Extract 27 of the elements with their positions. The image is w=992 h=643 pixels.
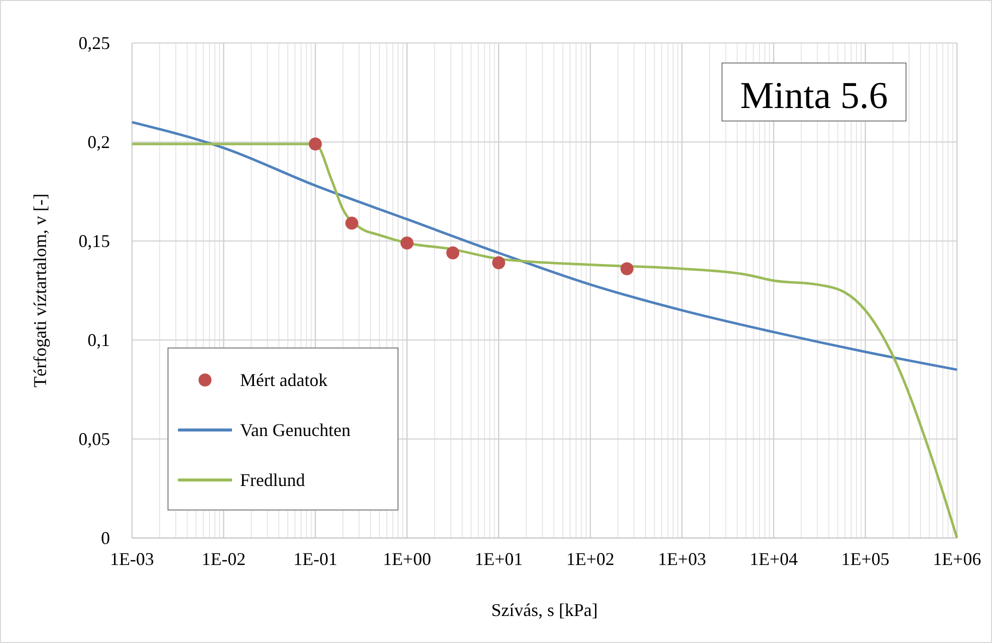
point [492,256,506,270]
annotation: Minta 5.6 [740,75,888,117]
y-tick-label: 0,2 [88,132,110,152]
y-axis-title: Térfogati víztartalom, v [-] [30,194,50,388]
y-tick-label: 0,15 [78,231,110,251]
point [400,236,414,250]
legend-label: Mért adatok [240,370,328,390]
x-tick-label: 1E-02 [202,549,246,569]
x-tick-label: 1E+01 [474,549,523,569]
x-tick-label: 1E+03 [658,549,706,569]
x-tick-label: 1E-01 [293,549,338,569]
x-tick-label: 1E+00 [382,549,432,569]
legend-label: Van Genuchten [240,420,350,440]
x-axis-title: Szívás, s [kPa] [491,600,598,620]
x-tick-label: 1E-03 [110,549,154,569]
y-tick-label: 0,1 [88,330,110,350]
line-series [130,120,958,371]
x-tick-label: 1E+02 [566,549,614,569]
x-tick-label: 1E+05 [841,549,890,569]
point [446,246,460,260]
y-tick-label: 0,25 [78,33,110,53]
point [308,137,322,150]
x-tick-label: 1E+04 [750,549,798,569]
y-tick-label: 0,05 [78,429,110,449]
y-tick-label: 0 [101,528,110,548]
x-tick-label: 1E+06 [932,549,982,569]
legend-label: Fredlund [240,470,305,490]
